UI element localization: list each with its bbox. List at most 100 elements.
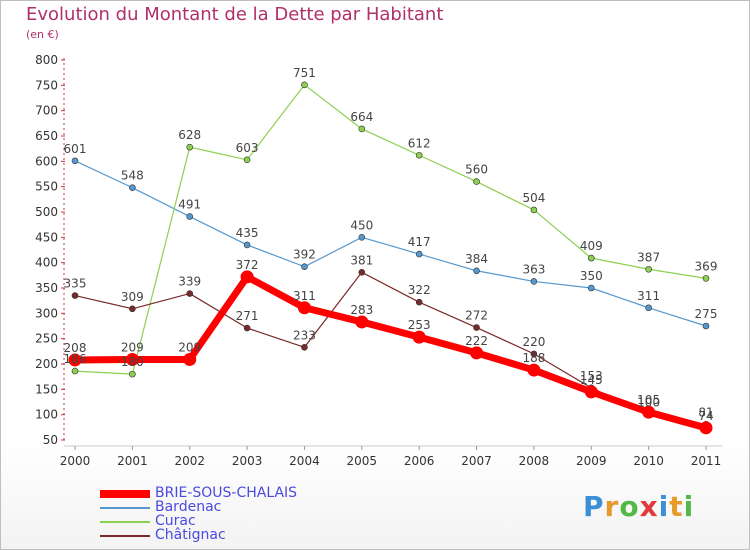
legend-swatch — [100, 521, 150, 523]
data-label: 381 — [350, 253, 373, 267]
data-point — [702, 275, 710, 282]
data-label: 601 — [64, 142, 87, 156]
x-tick-label: 2005 — [347, 454, 378, 468]
data-point — [587, 284, 595, 292]
data-point — [71, 292, 79, 299]
data-point — [530, 350, 538, 358]
x-tick-label: 2011 — [691, 454, 722, 468]
data-label: 417 — [408, 235, 431, 249]
data-point — [129, 305, 136, 313]
data-label: 322 — [408, 283, 431, 297]
data-labels-layer: 208 209 209 372 311 283 253 222 188 145 105 74 601 54… — [64, 66, 718, 423]
data-label: 188 — [522, 351, 545, 365]
data-point — [186, 290, 194, 297]
data-label: 74 — [698, 409, 713, 423]
data-label: 363 — [522, 262, 545, 276]
data-label: 208 — [64, 341, 87, 355]
data-label: 180 — [121, 355, 144, 369]
series-ch-tignac — [71, 268, 710, 428]
legend: BRIE-SOUS-CHALAIS Bardenac Curac Châtignac — [100, 485, 360, 543]
y-tick-label: 400 — [35, 256, 58, 270]
data-label: 253 — [408, 318, 431, 332]
data-point — [473, 324, 480, 331]
x-tick-label: 2007 — [461, 454, 492, 468]
data-point — [530, 206, 538, 214]
data-point — [642, 405, 656, 419]
data-label: 504 — [522, 191, 545, 205]
data-point — [301, 263, 308, 271]
data-point — [71, 157, 79, 165]
series-bardenac — [71, 157, 710, 330]
data-label: 335 — [64, 277, 87, 291]
data-label: 153 — [580, 369, 603, 383]
legend-swatch — [100, 507, 150, 509]
data-point — [702, 322, 710, 330]
x-tick-label: 2006 — [404, 454, 435, 468]
data-label: 392 — [293, 248, 316, 262]
legend-swatch — [100, 535, 150, 537]
data-label: 311 — [293, 289, 316, 303]
series-line — [74, 273, 707, 432]
data-point — [129, 184, 136, 191]
legend-label: BRIE-SOUS-CHALAIS — [155, 485, 298, 501]
data-label: 751 — [293, 66, 316, 80]
legend-item: Curac — [100, 513, 360, 529]
data-label: 272 — [465, 309, 488, 323]
data-point — [243, 324, 251, 332]
data-point — [243, 241, 251, 249]
legend-item: BRIE-SOUS-CHALAIS — [100, 485, 360, 501]
series-curac — [71, 81, 710, 378]
data-label: 603 — [236, 141, 259, 155]
data-point — [183, 352, 197, 366]
data-point — [68, 353, 82, 367]
data-label: 275 — [695, 307, 718, 321]
data-point — [186, 213, 194, 220]
data-point — [473, 178, 480, 185]
data-point — [301, 81, 308, 89]
series-line — [74, 160, 707, 327]
data-point — [415, 298, 423, 306]
data-point — [301, 343, 308, 351]
data-label: 409 — [580, 239, 603, 253]
data-label: 186 — [64, 352, 87, 366]
data-label: 220 — [522, 335, 545, 349]
data-label: 311 — [637, 289, 660, 303]
legend-item: Bardenac — [100, 499, 360, 515]
x-tick-label: 2000 — [60, 454, 91, 468]
data-label: 339 — [178, 275, 201, 289]
data-point — [412, 330, 426, 344]
legend-label: Curac — [155, 513, 196, 529]
x-tick-label: 2010 — [633, 454, 664, 468]
data-point — [584, 385, 598, 399]
x-tick-label: 2008 — [519, 454, 550, 468]
data-point — [473, 267, 480, 275]
y-tick-label: 450 — [35, 230, 58, 244]
data-label: 450 — [350, 218, 373, 232]
y-tick-label: 50 — [43, 433, 58, 447]
legend-item: Châtignac — [100, 527, 360, 543]
y-tick-label: 700 — [35, 104, 58, 118]
y-tick-label: 150 — [35, 382, 58, 396]
data-label: 222 — [465, 334, 488, 348]
y-tick-label: 100 — [35, 408, 58, 422]
data-point — [186, 143, 194, 151]
y-tick-label: 750 — [35, 78, 58, 92]
data-label: 271 — [236, 309, 259, 323]
data-label: 209 — [121, 340, 144, 354]
data-label: 369 — [695, 259, 718, 273]
data-label: 309 — [121, 290, 144, 304]
series-brie-sous-chalais — [68, 270, 713, 435]
legend-label: Bardenac — [155, 499, 222, 515]
y-tick-label: 800 — [35, 53, 58, 67]
data-label: 350 — [580, 269, 603, 283]
data-label: 209 — [178, 340, 201, 354]
chart-unit: (en €) — [26, 28, 59, 41]
chart-axes: 50 100 150 200 250 300 350 400 450 500 550 600 650 70… — [35, 53, 722, 468]
x-tick-label: 2009 — [576, 454, 607, 468]
series-line — [74, 84, 707, 375]
data-label: 435 — [236, 226, 259, 240]
data-point — [358, 268, 366, 276]
data-label: 560 — [465, 163, 488, 177]
data-label: 548 — [121, 169, 144, 183]
